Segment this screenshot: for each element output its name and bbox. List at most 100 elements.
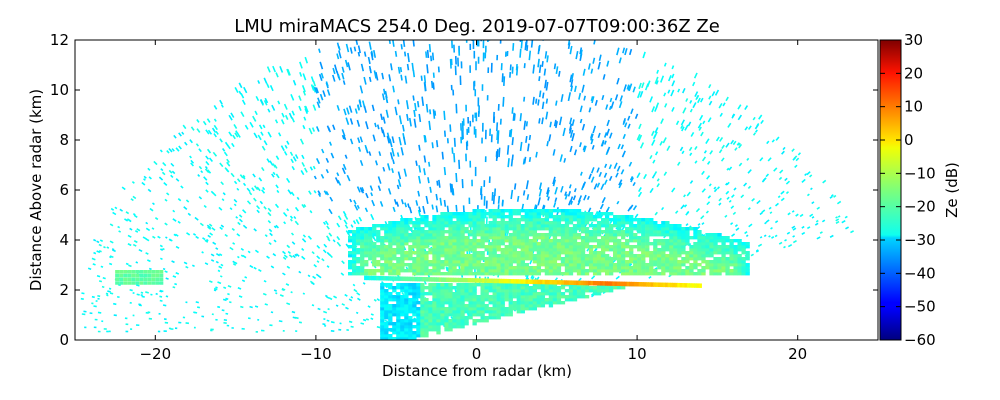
cloud-cell [645, 266, 650, 270]
cloud-cell [456, 236, 461, 240]
cloud-cell [512, 257, 517, 261]
noise-dash [685, 98, 689, 102]
noise-dash [326, 225, 330, 230]
cloud-cell [661, 242, 666, 246]
cloud-cell [412, 236, 417, 240]
precip-cell [392, 325, 397, 329]
precip-cell [468, 316, 473, 320]
cloud-cell [604, 230, 610, 234]
cloud-cell [600, 218, 606, 222]
noise-dash [401, 124, 405, 132]
cloud-cell [548, 251, 554, 255]
precip-cell [524, 298, 529, 302]
precip-cell [428, 316, 433, 320]
noise-dash [373, 298, 377, 302]
noise-dash [96, 240, 100, 244]
cloud-cell [488, 272, 493, 276]
noise-dash [689, 99, 693, 104]
cloud-cell [604, 272, 610, 276]
noise-dash [756, 123, 760, 127]
cloud-cell [701, 260, 706, 264]
noise-dash [498, 147, 501, 158]
cloud-cell [384, 224, 389, 228]
noise-dash [671, 73, 675, 79]
cloud-cell [608, 212, 614, 216]
cloud-cell [384, 236, 389, 240]
noise-dash [694, 91, 699, 97]
cloud-cell [633, 260, 638, 264]
noise-dash [692, 102, 697, 109]
cloud-cell [645, 269, 650, 273]
cloud-cell [673, 230, 678, 234]
cloud-cell [713, 269, 718, 273]
cloud-cell [360, 242, 365, 246]
noise-dash [315, 273, 320, 277]
noise-dash [358, 100, 362, 108]
noise-dash [532, 96, 535, 105]
noise-dash [370, 313, 374, 316]
echo-cell [147, 270, 152, 274]
cloud-cell [496, 260, 501, 264]
noise-dash [309, 166, 313, 171]
cloud-cell [416, 254, 421, 258]
precip-cell [613, 286, 618, 290]
noise-dash [159, 299, 163, 302]
cloud-cell [400, 245, 405, 249]
cloud-cell [600, 230, 606, 234]
noise-dash [727, 122, 732, 128]
noise-dash [276, 189, 280, 194]
noise-dash [429, 109, 432, 115]
cloud-cell [621, 266, 626, 270]
noise-dash [332, 67, 336, 75]
cloud-cell [588, 230, 594, 234]
noise-dash [262, 186, 266, 191]
noise-dash [348, 298, 353, 302]
precip-cell [400, 295, 405, 299]
bright-band-cell [645, 282, 649, 287]
noise-dash [150, 293, 153, 296]
cloud-cell [621, 215, 626, 219]
noise-dash [119, 208, 124, 212]
cloud-cell [456, 221, 461, 225]
cloud-cell [508, 272, 513, 276]
cloud-cell [552, 269, 558, 273]
noise-dash [260, 98, 264, 105]
noise-dash [259, 200, 264, 205]
cloud-cell [596, 263, 602, 267]
cloud-cell [472, 266, 477, 270]
cloud-cell [669, 233, 674, 237]
cloud-cell [613, 230, 618, 234]
cloud-cell [488, 263, 493, 267]
cloud-cell [524, 248, 529, 252]
precip-cell [456, 295, 461, 299]
precip-cell [444, 286, 449, 290]
cloud-cell [528, 233, 533, 237]
bright-band-cell [460, 277, 464, 283]
noise-dash [515, 63, 518, 71]
cloud-cell [576, 263, 582, 267]
noise-dash [432, 82, 435, 90]
cloud-cell [532, 260, 538, 264]
cloud-cell [564, 209, 570, 213]
cloud-cell [713, 236, 718, 240]
cloud-cell [460, 218, 465, 222]
cloud-cell [649, 260, 654, 264]
precip-cell [484, 310, 489, 314]
cloud-cell [697, 251, 702, 255]
precip-cell [516, 283, 521, 287]
noise-dash [162, 247, 165, 251]
cloud-cell [653, 233, 658, 237]
cloud-cell [697, 263, 702, 267]
noise-dash [553, 63, 557, 70]
precip-cell [524, 292, 529, 296]
precip-cell [420, 292, 425, 296]
cloud-cell [456, 224, 461, 228]
noise-dash [801, 231, 806, 236]
cloud-cell [621, 242, 626, 246]
cloud-cell [404, 230, 409, 234]
cloud-cell [468, 263, 473, 267]
noise-dash [728, 199, 732, 203]
precip-cell [476, 298, 481, 302]
noise-dash [264, 303, 268, 306]
cloud-cell [693, 254, 698, 258]
